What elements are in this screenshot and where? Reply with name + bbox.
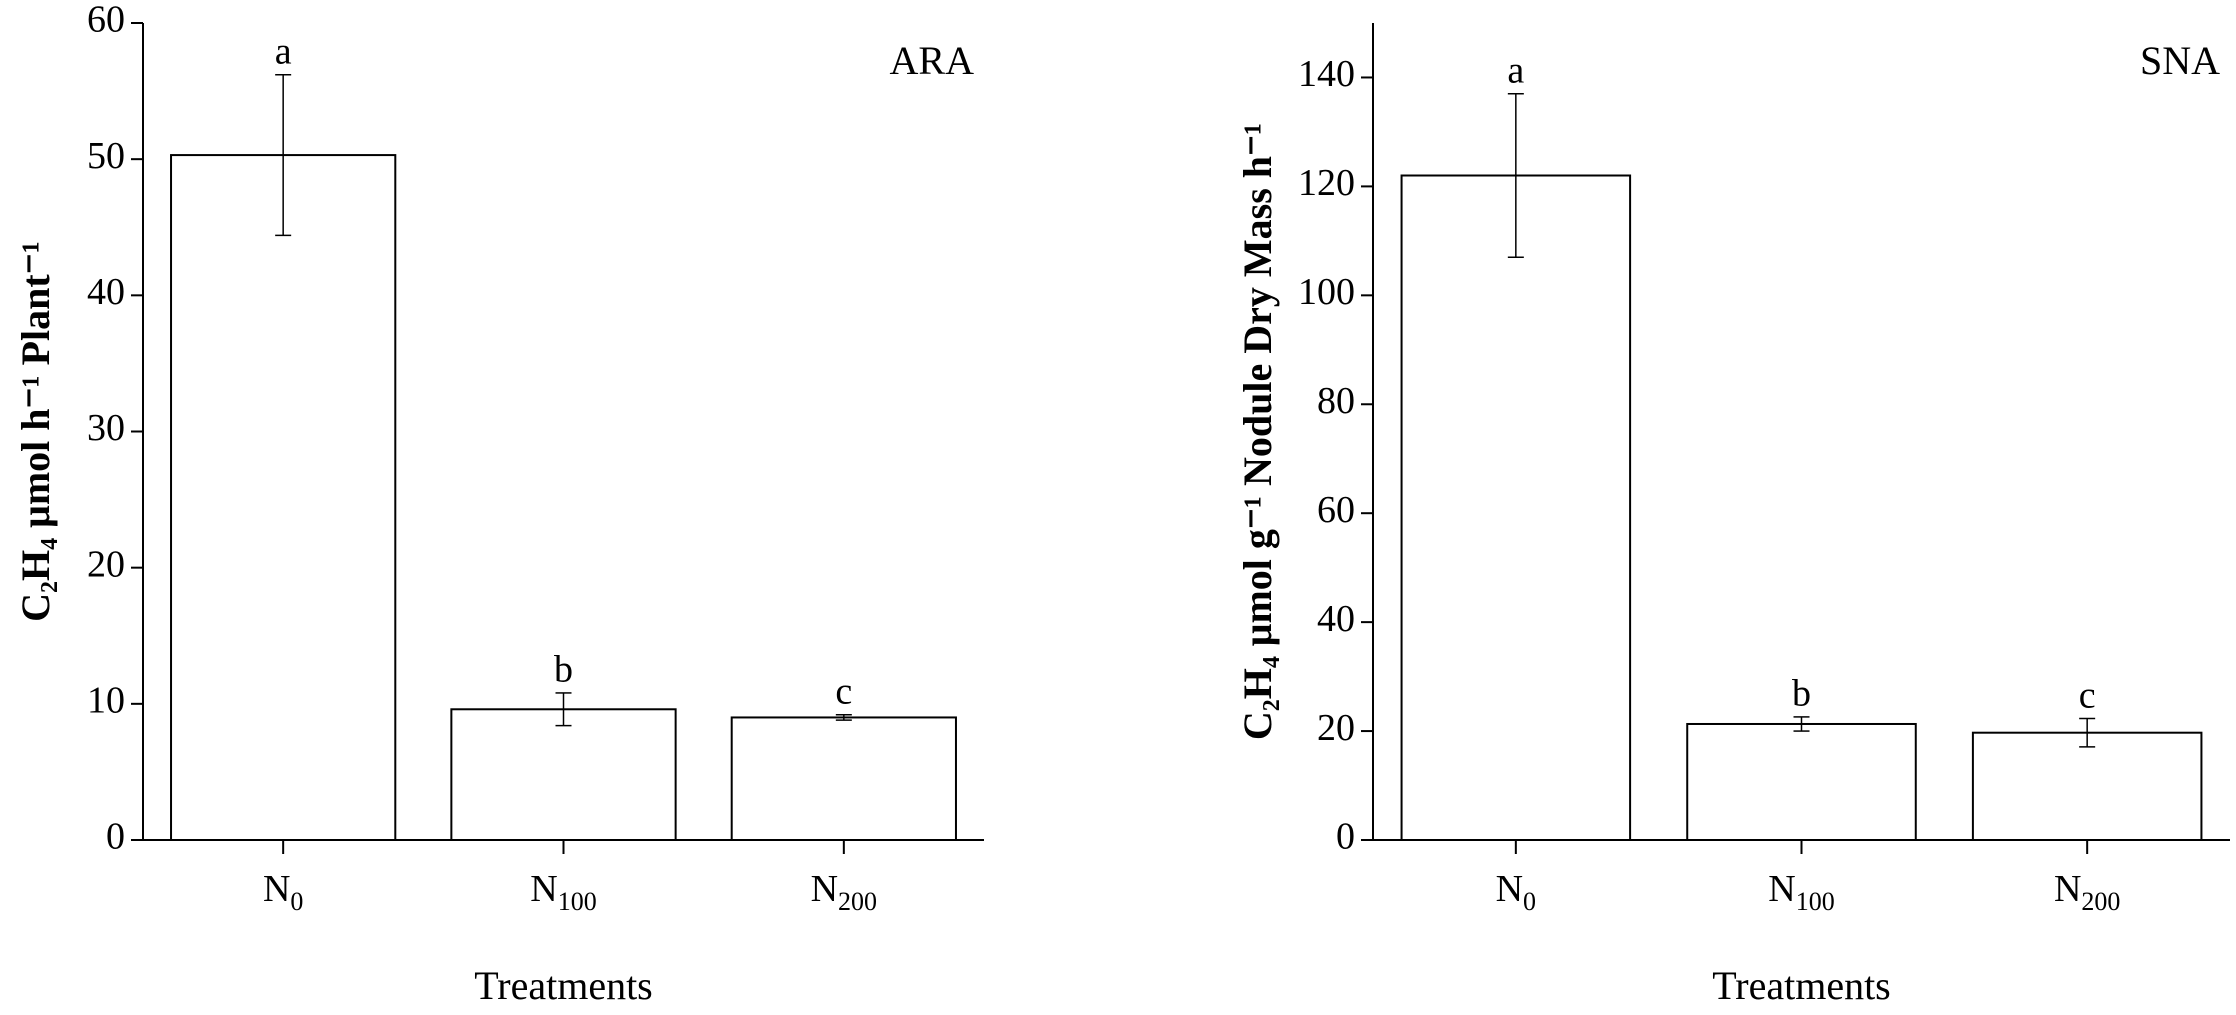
- y-tick-label: 80: [1317, 380, 1355, 422]
- x-tick-label: N100: [1768, 868, 1834, 916]
- x-tick-label: N200: [811, 868, 877, 916]
- y-tick-label: 100: [1298, 271, 1355, 313]
- error-bar: [1793, 716, 1810, 732]
- x-tick-label: N200: [2054, 868, 2120, 916]
- y-tick-label: 0: [1336, 816, 1355, 858]
- chart-title: SNA: [2140, 38, 2220, 83]
- significance-letter: c: [835, 670, 852, 712]
- bar: [450, 708, 677, 842]
- error-bar: [2079, 717, 2096, 748]
- x-axis-label: Treatments: [1712, 963, 1891, 1008]
- significance-letter: a: [1507, 50, 1524, 92]
- y-tick-label: 0: [106, 816, 125, 858]
- significance-letter: b: [554, 649, 573, 691]
- significance-letter: a: [275, 30, 292, 72]
- bar: [1400, 174, 1632, 842]
- y-tick-label: 50: [87, 135, 125, 177]
- y-tick-label: 40: [87, 271, 125, 313]
- bar: [730, 716, 957, 842]
- chart: 0 10 20 30 40 50 60 a N0 b N100 c N200 ARA Treatments C…: [13, 0, 984, 1008]
- y-axis-label: C₂H₄ μmol g⁻¹ Nodule Dry Mass h⁻¹: [1235, 123, 1280, 740]
- y-tick-label: 120: [1298, 162, 1355, 204]
- x-tick-label: N0: [263, 868, 303, 916]
- error-bar: [555, 692, 572, 727]
- y-tick-label: 60: [87, 0, 125, 41]
- y-tick-label: 60: [1317, 489, 1355, 531]
- x-tick-label: N0: [1496, 868, 1536, 916]
- y-tick-label: 140: [1298, 53, 1355, 95]
- error-bar: [835, 713, 852, 721]
- y-tick-label: 20: [87, 543, 125, 585]
- x-axis-label: Treatments: [474, 963, 653, 1008]
- chart: 0 20 40 60 80 100 120 140 a N0 b N100 c N200 SNA Treatm…: [1235, 23, 2230, 1008]
- bar: [170, 154, 397, 841]
- error-bar: [275, 73, 292, 237]
- y-tick-label: 20: [1317, 707, 1355, 749]
- significance-letter: b: [1792, 673, 1811, 715]
- y-tick-label: 40: [1317, 598, 1355, 640]
- y-tick-label: 10: [87, 680, 125, 722]
- chart-title: ARA: [890, 38, 975, 83]
- y-axis-label: C₂H₄ μmol h⁻¹ Plant⁻¹: [13, 241, 58, 622]
- y-tick-label: 30: [87, 407, 125, 449]
- x-tick-label: N100: [530, 868, 596, 916]
- bar: [1971, 731, 2203, 842]
- bar: [1686, 722, 1917, 842]
- significance-letter: c: [2079, 674, 2096, 716]
- error-bar: [1507, 93, 1524, 258]
